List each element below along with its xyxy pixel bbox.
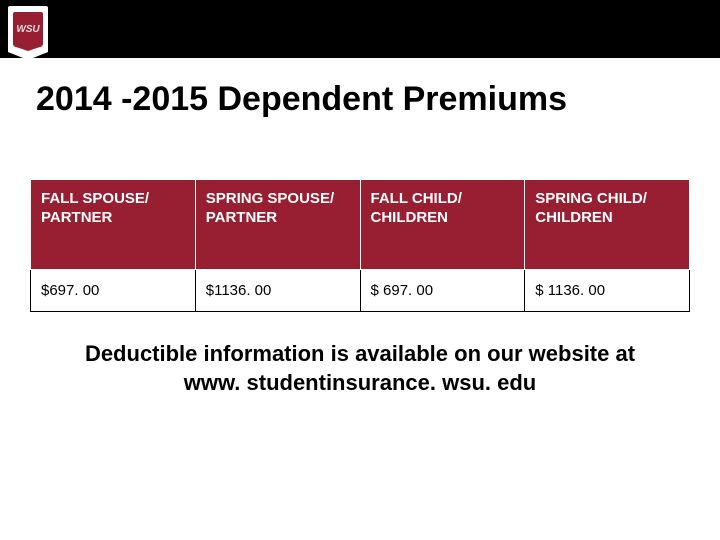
col-header: SPRING SPOUSE/ PARTNER (195, 180, 360, 270)
top-bar: WSU (0, 0, 720, 58)
premiums-table: FALL SPOUSE/ PARTNER SPRING SPOUSE/ PART… (30, 179, 690, 312)
table-cell: $1136. 00 (195, 270, 360, 312)
premiums-table-wrap: FALL SPOUSE/ PARTNER SPRING SPOUSE/ PART… (0, 119, 720, 312)
col-header: SPRING CHILD/ CHILDREN (525, 180, 690, 270)
table-cell: $ 1136. 00 (525, 270, 690, 312)
page-title: 2014 -2015 Dependent Premiums (0, 58, 720, 119)
table-header-row: FALL SPOUSE/ PARTNER SPRING SPOUSE/ PART… (31, 180, 690, 270)
col-header: FALL CHILD/ CHILDREN (360, 180, 525, 270)
logo-shield: WSU (8, 6, 48, 52)
col-header: FALL SPOUSE/ PARTNER (31, 180, 196, 270)
deductible-note: Deductible information is available on o… (0, 312, 720, 397)
table-cell: $697. 00 (31, 270, 196, 312)
table-cell: $ 697. 00 (360, 270, 525, 312)
table-row: $697. 00 $1136. 00 $ 697. 00 $ 1136. 00 (31, 270, 690, 312)
logo-icon: WSU (13, 12, 43, 46)
logo-text: WSU (16, 24, 39, 35)
